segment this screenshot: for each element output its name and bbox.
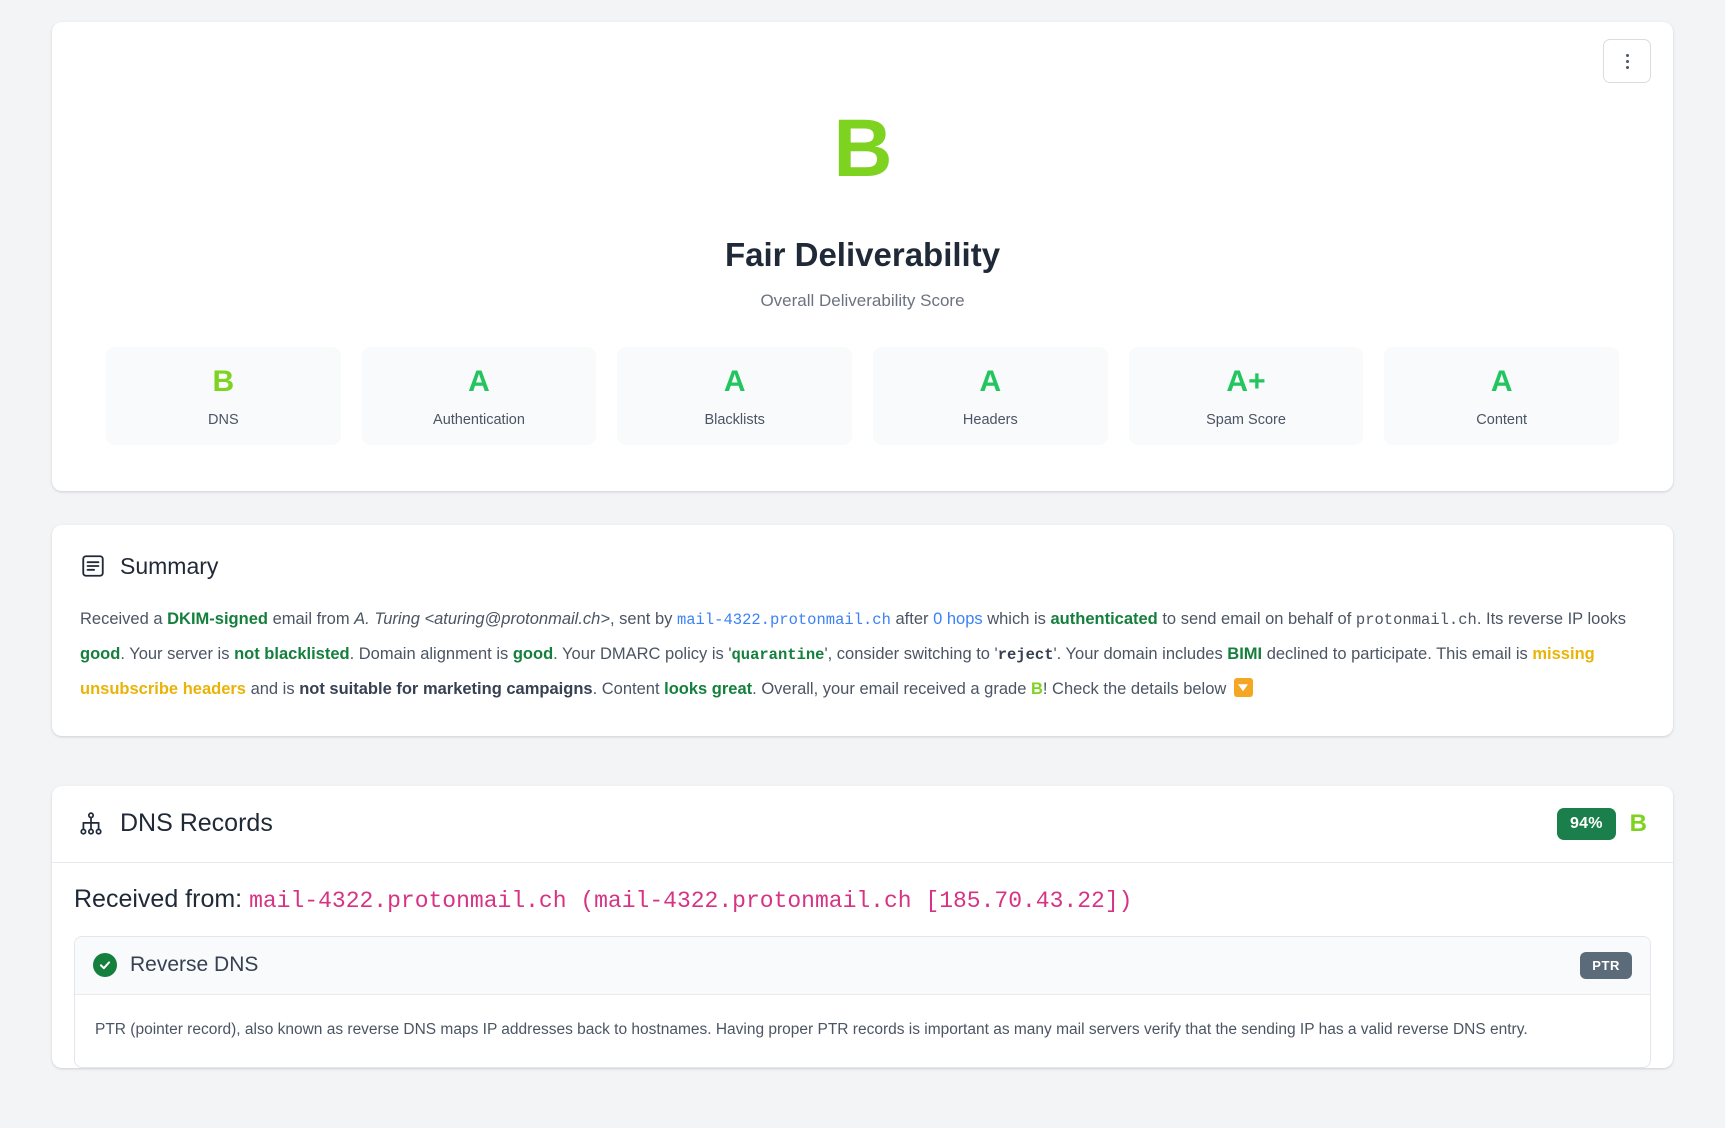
page-subtitle: Overall Deliverability Score xyxy=(760,291,965,310)
overall-grade: B xyxy=(833,103,892,194)
summary-seg: to send email on behalf of xyxy=(1157,609,1356,628)
metric-card-blacklists[interactable]: A Blacklists xyxy=(617,347,852,445)
metric-grade: B xyxy=(212,365,235,398)
summary-header: Summary xyxy=(80,553,1645,580)
summary-seg: ', consider switching to ' xyxy=(824,644,998,663)
metric-label: Blacklists xyxy=(704,411,765,428)
metric-label: DNS xyxy=(208,411,239,428)
dns-record-item[interactable]: Reverse DNS PTR PTR (pointer record), also… xyxy=(74,935,1651,1068)
summary-seg: . Your DMARC policy is ' xyxy=(553,644,732,663)
summary-missing-unsub: missing unsubscribe headers xyxy=(80,644,1595,698)
summary-seg: which is xyxy=(982,609,1051,628)
summary-seg: '. Your domain includes xyxy=(1053,644,1228,663)
summary-seg: Received a xyxy=(80,609,168,628)
check-circle-icon xyxy=(93,953,117,977)
received-from-label: Received from: xyxy=(74,884,243,913)
record-type-badge: PTR xyxy=(1580,951,1632,979)
summary-seg: and is xyxy=(245,679,300,698)
metric-grade: A+ xyxy=(1226,365,1266,398)
summary-authenticated: authenticated xyxy=(1050,609,1158,628)
summary-card: Summary Received a DKIM-signed email fro… xyxy=(52,524,1673,736)
summary-title: Summary xyxy=(120,552,219,579)
received-from-host: mail-4322.protonmail.ch (mail-4322.proto… xyxy=(249,887,1133,914)
summary-seg: . Content xyxy=(592,679,665,698)
document-lines-icon xyxy=(80,553,106,579)
summary-seg: . Overall, your email received a grade xyxy=(752,679,1031,698)
summary-quarantine: quarantine xyxy=(731,645,825,664)
triangle-down-icon xyxy=(1233,677,1253,697)
summary-seg: email from xyxy=(267,609,355,628)
dns-grade-letter: B xyxy=(1629,809,1647,837)
summary-seg: . Domain alignment is xyxy=(349,644,513,663)
summary-seg: . Its reverse IP looks xyxy=(1476,609,1626,628)
summary-dkim: DKIM-signed xyxy=(167,609,268,628)
summary-server: mail-4322.protonmail.ch xyxy=(676,610,891,629)
kebab-menu-icon xyxy=(1625,53,1629,69)
page-title: Fair Deliverability xyxy=(724,236,1001,273)
dns-score-badge: 94% xyxy=(1557,807,1616,840)
metric-grade: A xyxy=(468,365,490,398)
dns-records-body: Received from: mail-4322.protonmail.ch (… xyxy=(52,863,1673,1068)
dns-records-header: DNS Records 94% B xyxy=(52,786,1673,863)
metric-label: Headers xyxy=(962,411,1018,428)
dns-record-description: PTR (pointer record), also known as reve… xyxy=(95,1020,1528,1038)
summary-seg: after xyxy=(890,609,934,628)
metric-card-authentication[interactable]: A Authentication xyxy=(361,347,597,445)
summary-not-suitable: not suitable for marketing campaigns xyxy=(299,679,593,698)
metric-label: Content xyxy=(1476,411,1528,428)
card-menu-button[interactable] xyxy=(1603,39,1651,83)
dns-records-card: DNS Records 94% B Received from: mail-43… xyxy=(52,785,1673,1068)
summary-seg: . Your server is xyxy=(120,644,235,663)
summary-looks-great: looks great xyxy=(664,679,753,698)
summary-domain: protonmail.ch xyxy=(1355,610,1477,629)
metric-card-content[interactable]: A Content xyxy=(1384,347,1620,445)
summary-hops: 0 hops xyxy=(933,609,983,628)
metric-card-dns[interactable]: B DNS xyxy=(105,347,341,445)
summary-reject: reject xyxy=(997,645,1054,664)
metric-label: Authentication xyxy=(433,411,525,428)
sitemap-icon xyxy=(78,811,104,837)
summary-good-2: good xyxy=(512,644,554,663)
summary-seg: , sent by xyxy=(610,609,677,628)
summary-bimi: BIMI xyxy=(1227,644,1263,663)
metric-card-headers[interactable]: A Headers xyxy=(873,347,1108,445)
metric-label: Spam Score xyxy=(1206,411,1286,428)
summary-not-blacklisted: not blacklisted xyxy=(234,644,350,663)
metric-grade: A xyxy=(723,365,746,398)
summary-grade: B xyxy=(1030,679,1043,698)
metric-grade: A xyxy=(979,365,1002,398)
dns-record-name: Reverse DNS xyxy=(130,953,259,976)
dns-record-list: Reverse DNS PTR PTR (pointer record), also… xyxy=(74,935,1651,1068)
summary-sender: A. Turing <aturing@protonmail.ch> xyxy=(354,609,610,628)
summary-seg: declined to participate. This email is xyxy=(1262,644,1533,663)
metric-grade: A xyxy=(1490,365,1513,398)
dns-record-header[interactable]: Reverse DNS PTR xyxy=(75,936,1650,995)
dns-records-title: DNS Records xyxy=(120,809,273,837)
summary-text: Received a DKIM-signed email from A. Tur… xyxy=(80,602,1645,706)
overall-score-card: B Fair Deliverability Overall Deliverabi… xyxy=(52,22,1673,491)
metric-card-spam-score[interactable]: A+ Spam Score xyxy=(1128,347,1364,445)
summary-good-1: good xyxy=(80,644,121,663)
metric-cards: B DNS A Authentication A Blacklists A Headers A+… xyxy=(52,347,1673,445)
received-from-line: Received from: mail-4322.protonmail.ch (… xyxy=(74,885,1651,914)
summary-seg: ! Check the details below xyxy=(1042,679,1231,698)
